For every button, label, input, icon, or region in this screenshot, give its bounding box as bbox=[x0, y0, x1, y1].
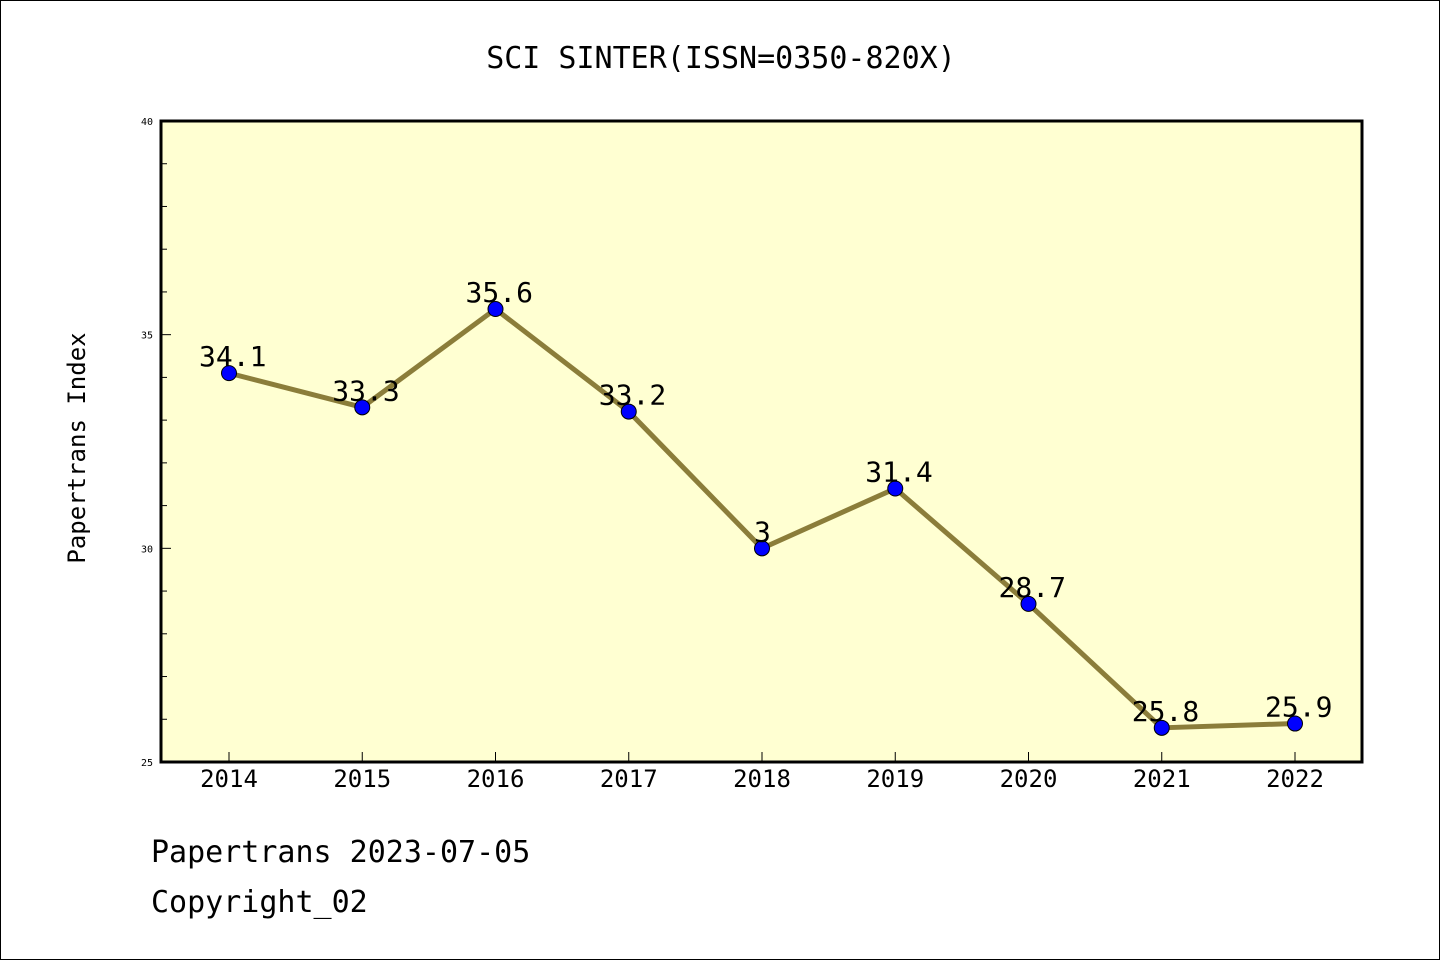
data-label: 3 bbox=[754, 515, 771, 548]
y-tick-label: 30 bbox=[141, 544, 153, 555]
data-point bbox=[487, 301, 504, 318]
x-axis: 2014 2015 2016 2017 2018 2019 2020 2021 2022 bbox=[200, 752, 1324, 793]
data-point bbox=[354, 399, 371, 416]
x-tick-label: 2021 bbox=[1133, 765, 1191, 793]
y-axis-label: Papertrans Index bbox=[63, 332, 91, 563]
data-label: 35.6 bbox=[466, 276, 533, 309]
data-point bbox=[1020, 595, 1037, 612]
data-label: 25.8 bbox=[1132, 695, 1199, 728]
x-tick-label: 2018 bbox=[733, 765, 791, 793]
x-tick-label: 2019 bbox=[866, 765, 924, 793]
x-tick-label: 2015 bbox=[333, 765, 391, 793]
data-label: 31.4 bbox=[865, 456, 932, 489]
data-label: 34.1 bbox=[199, 340, 266, 373]
chart-title: SCI SINTER(ISSN=0350-820X) bbox=[486, 41, 956, 76]
data-point bbox=[620, 403, 637, 420]
x-tick-label: 2020 bbox=[1000, 765, 1058, 793]
data-label: 33.2 bbox=[599, 379, 666, 412]
data-point bbox=[754, 540, 770, 557]
data-label: 28.7 bbox=[999, 571, 1066, 604]
x-tick-label: 2022 bbox=[1266, 765, 1324, 793]
x-tick-label: 2017 bbox=[600, 765, 658, 793]
plot-area bbox=[159, 119, 1364, 764]
y-tick-label: 35 bbox=[141, 331, 153, 342]
data-points bbox=[221, 301, 1303, 736]
data-point bbox=[221, 365, 237, 382]
x-tick-label: 2014 bbox=[200, 765, 258, 793]
y-tick-label: 25 bbox=[141, 758, 153, 769]
x-tick-label: 2016 bbox=[467, 765, 525, 793]
data-point bbox=[1287, 715, 1303, 732]
data-labels: 34.1 33.3 35.6 33.2 3 31.4 28.7 25.8 25.9 bbox=[199, 276, 1332, 728]
data-label: 33.3 bbox=[332, 374, 399, 407]
y-tick-label: 40 bbox=[141, 117, 153, 128]
data-label: 25.9 bbox=[1265, 691, 1332, 724]
data-point bbox=[1153, 719, 1170, 736]
y-axis: 25 30 35 40 bbox=[141, 117, 171, 769]
footer-copyright: Copyright_02 bbox=[151, 885, 368, 920]
data-point bbox=[887, 480, 904, 497]
footer-date: Papertrans 2023-07-05 bbox=[151, 835, 531, 870]
